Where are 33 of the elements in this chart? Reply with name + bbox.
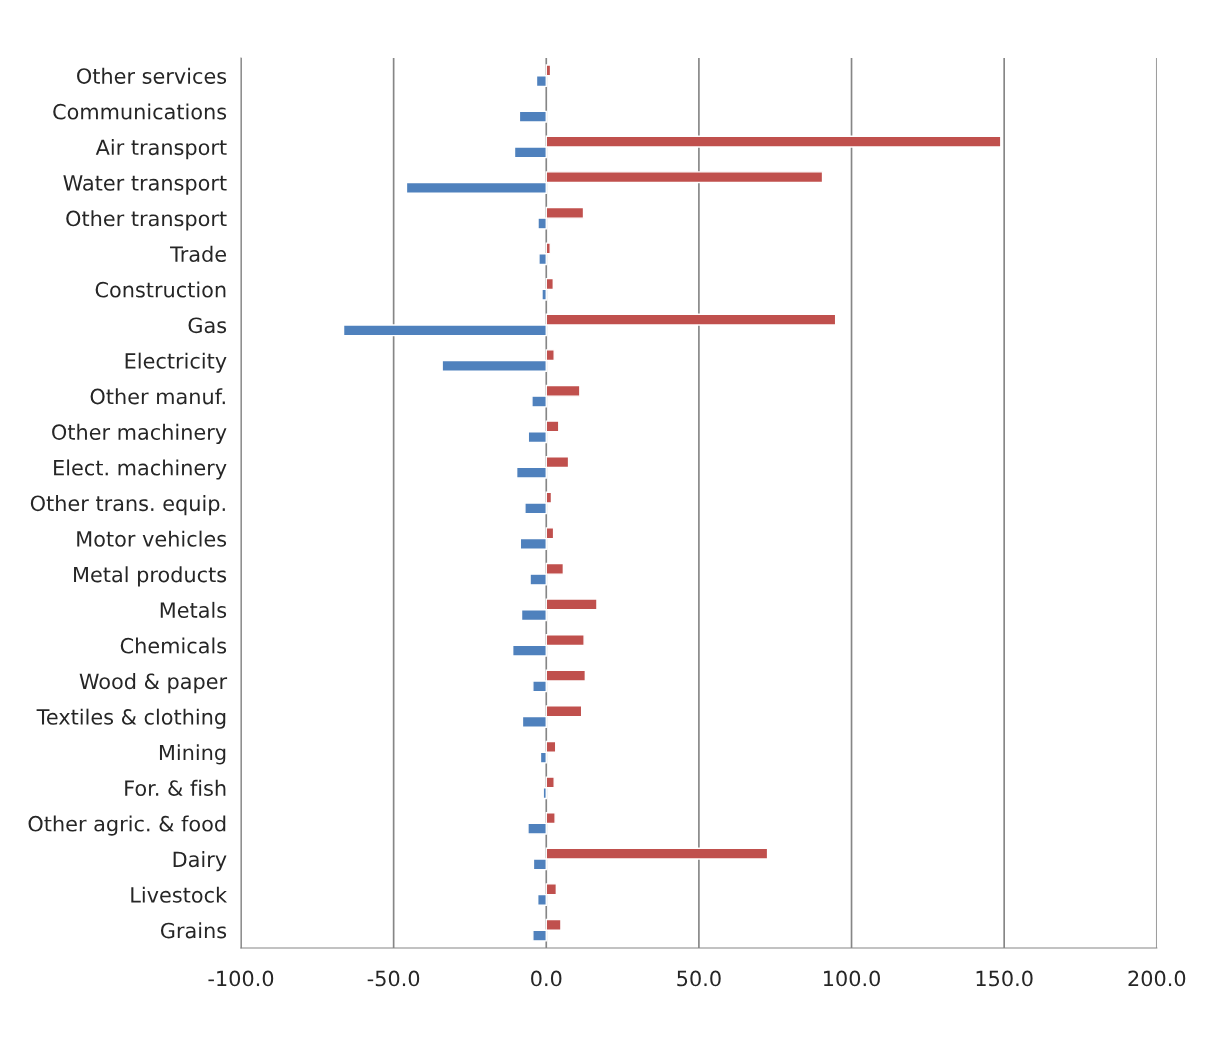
y-tick-label: Gas bbox=[188, 317, 227, 334]
y-tick-label: Wood & paper bbox=[79, 673, 228, 694]
y-tick-label: Other agric. & food bbox=[28, 815, 226, 836]
x-tick-label: -50.0 bbox=[367, 970, 420, 987]
y-tick-label: For. & fish bbox=[125, 779, 226, 796]
y-tick-label: Other machinery bbox=[52, 423, 227, 445]
y-tick-label: Grains bbox=[160, 922, 227, 939]
y-tick-label: Metal products bbox=[74, 566, 227, 587]
y-tick-label: Other manuf. bbox=[90, 388, 225, 405]
y-tick-label: Construction bbox=[95, 281, 226, 298]
x-tick-label: 0.0 bbox=[531, 970, 562, 987]
x-tick-label: 150.0 bbox=[976, 970, 1033, 987]
y-tick-label: Other trans. equip. bbox=[30, 495, 225, 516]
bar bbox=[518, 110, 547, 123]
y-tick-label: Livestock bbox=[131, 886, 228, 903]
y-tick-label: Motor vehicles bbox=[77, 530, 227, 547]
y-tick-label: Trade bbox=[170, 245, 226, 262]
y-tick-label: Elect. machinery bbox=[54, 459, 227, 480]
x-tick-label: 50.0 bbox=[677, 970, 721, 987]
y-tick-label: Mining bbox=[159, 744, 226, 765]
y-tick-label: Communications bbox=[53, 103, 227, 120]
y-tick-label: Electricity bbox=[125, 352, 227, 373]
y-tick-label: Air transport bbox=[95, 139, 227, 160]
y-tick-label: Other services bbox=[77, 67, 227, 84]
x-tick-label: -100.0 bbox=[208, 970, 274, 987]
y-tick-label: Water transport bbox=[63, 175, 227, 195]
y-tick-label: Other transport bbox=[66, 210, 227, 231]
y-tick-label: Dairy bbox=[173, 851, 227, 872]
x-tick-label: 200.0 bbox=[1128, 970, 1186, 987]
y-tick-label: Textiles & clothing bbox=[36, 708, 226, 729]
x-tick-label: 100.0 bbox=[824, 970, 880, 987]
y-tick-label: Metals bbox=[160, 601, 227, 618]
y-tick-label: Chemicals bbox=[120, 637, 227, 654]
